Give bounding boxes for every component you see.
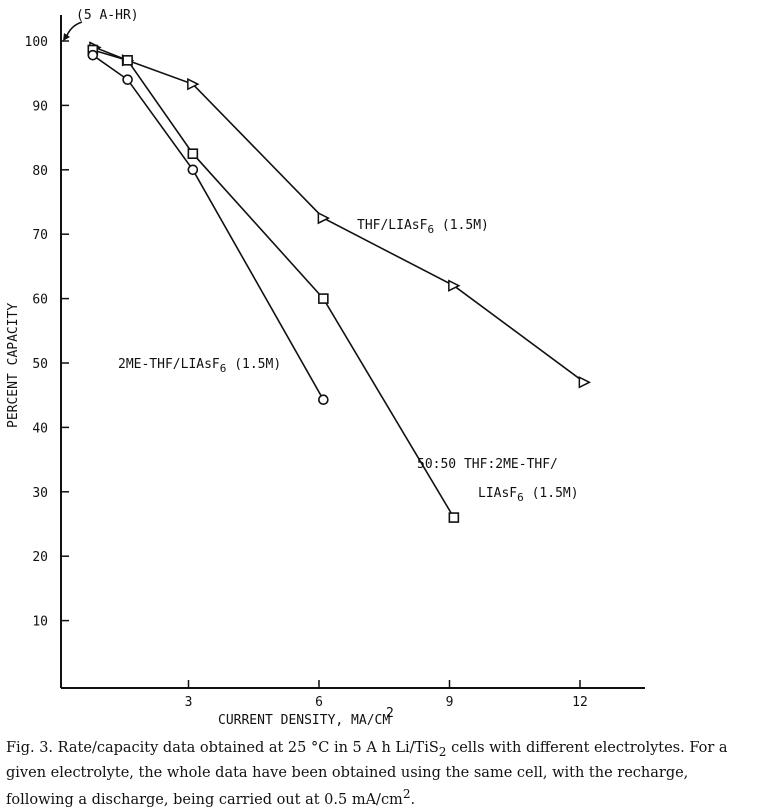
caption-text: . xyxy=(410,791,416,808)
y-tick-label: 30 xyxy=(32,486,48,501)
annotation-arrow xyxy=(65,21,83,39)
y-tick-label: 40 xyxy=(32,421,48,436)
data-point-circle xyxy=(87,49,99,61)
data-point-circle xyxy=(187,164,199,176)
y-tick-label: 80 xyxy=(32,164,48,179)
chart: 3 6 9 12 10 20 30 40 50 60 70 80 90 100 CURRENT DENSIT… xyxy=(6,8,645,728)
series-label: LIAsF6 (1.5M) xyxy=(478,486,579,504)
series-line-circle xyxy=(92,54,325,401)
data-point-triangle xyxy=(448,279,461,292)
caption-sub: 2 xyxy=(438,744,447,759)
y-tick-label: 90 xyxy=(32,99,48,114)
y-tick-label: 60 xyxy=(32,293,48,308)
y-tick-label: 70 xyxy=(32,228,48,243)
y-tick-label: 20 xyxy=(32,550,48,565)
data-point-square xyxy=(187,148,199,159)
series-label: 2ME-THF/LIAsF6 (1.5M) xyxy=(118,357,281,375)
y-tick-label: 50 xyxy=(32,357,48,372)
series-label: 50:50 THF:2ME-THF/ xyxy=(417,457,558,472)
data-point-circle xyxy=(122,74,133,85)
data-point-circle xyxy=(318,394,329,406)
y-tick-label: 10 xyxy=(32,615,48,630)
data-point-triangle xyxy=(578,376,592,389)
y-tick-label: 100 xyxy=(25,35,48,50)
caption-text: Fig. 3. Rate/capacity data obtained at 2… xyxy=(6,740,439,756)
x-tick-label: 3 xyxy=(185,695,193,710)
data-point-square xyxy=(318,293,329,304)
x-axis-label: CURRENT DENSITY, MA/CM xyxy=(218,713,390,728)
data-point-square xyxy=(122,55,133,66)
data-point-triangle xyxy=(187,77,200,91)
series-line-square xyxy=(92,49,455,518)
caption-sup: 2 xyxy=(402,786,411,801)
x-axis-label-sup: 2 xyxy=(386,706,394,721)
y-axis-label: PERCENT CAPACITY xyxy=(6,303,21,428)
figure-caption: Fig. 3. Rate/capacity data obtained at 2… xyxy=(6,738,756,811)
x-tick-label: 9 xyxy=(446,695,454,710)
annotation-arrowhead xyxy=(63,33,70,41)
caption-text: cells with different electrolytes. For a… xyxy=(6,740,728,808)
data-point-square xyxy=(448,512,460,523)
series-label: THF/LIAsF6 (1.5M) xyxy=(357,218,489,236)
series-line-triangle xyxy=(94,46,585,383)
capacity-annotation: (5 A-HR) xyxy=(76,8,139,23)
x-tick-label: 12 xyxy=(572,695,588,710)
x-tick-label: 6 xyxy=(315,695,323,710)
data-point-triangle xyxy=(317,211,331,225)
